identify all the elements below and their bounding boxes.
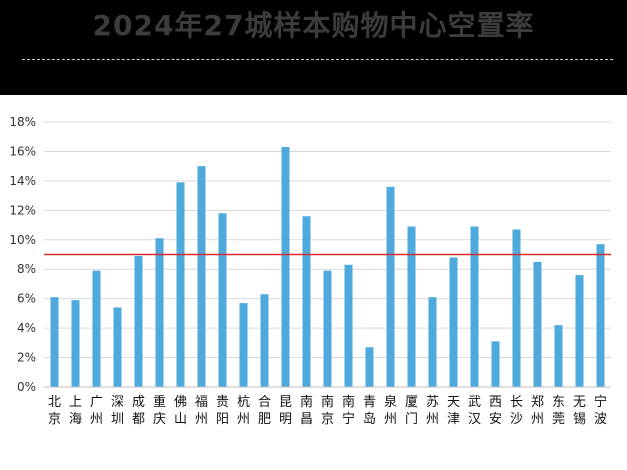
bar — [50, 297, 59, 387]
y-tick-label: 6% — [17, 292, 36, 306]
bar — [575, 275, 584, 387]
x-tick-label: 南昌 — [300, 394, 313, 427]
x-tick-label: 佛山 — [174, 395, 187, 427]
bar — [176, 182, 185, 387]
chart-panel: 0% 2% 4% 6% 8% 10% 12% 14% 16% 18% 北京 上海 广州 深圳 成都 重庆 佛山福… — [0, 95, 627, 470]
x-tick-label: 宁波 — [594, 394, 607, 427]
bar — [281, 147, 290, 387]
y-tick-label: 12% — [9, 203, 36, 217]
x-tick-label: 上海 — [69, 395, 82, 427]
x-tick-label: 苏州 — [426, 394, 439, 427]
bar — [323, 270, 332, 387]
x-tick-label: 南宁 — [342, 394, 355, 427]
bar — [428, 297, 437, 387]
x-tick-label: 贵阳 — [216, 395, 229, 427]
bar — [239, 303, 248, 387]
x-tick-label: 合肥 — [258, 395, 271, 427]
x-tick-label: 福州 — [195, 395, 208, 427]
bar — [113, 307, 122, 387]
y-tick-label: 14% — [9, 174, 36, 188]
y-tick-label: 18% — [9, 115, 36, 129]
y-tick-label: 4% — [17, 321, 36, 335]
x-tick-label: 深圳 — [111, 395, 124, 427]
bar — [365, 347, 374, 387]
x-tick-label: 长沙 — [510, 395, 523, 427]
bar — [260, 294, 269, 387]
page-title: 2024年27城样本购物中心空置率 — [92, 9, 535, 42]
bar — [71, 300, 80, 387]
bar — [533, 261, 542, 387]
bar — [596, 244, 605, 387]
bar — [407, 226, 416, 387]
x-tick-label: 重庆 — [153, 394, 166, 427]
bar — [197, 166, 206, 387]
bar — [92, 270, 101, 387]
bar — [470, 226, 479, 387]
x-tick-label: 南京 — [321, 394, 334, 427]
y-tick-label: 16% — [9, 144, 36, 158]
bar — [218, 213, 227, 387]
x-tick-label: 成都 — [132, 395, 145, 427]
x-tick-label: 泉州 — [384, 394, 397, 427]
bar — [512, 229, 521, 387]
y-tick-label: 8% — [17, 262, 36, 276]
title-divider — [22, 59, 613, 60]
x-tick-label: 北京 — [48, 395, 61, 427]
bar — [386, 186, 395, 387]
x-tick-label: 广州 — [90, 395, 103, 427]
x-tick-label: 郑州 — [531, 395, 544, 427]
x-tick-label: 武汉 — [468, 395, 481, 427]
x-tick-label: 西安 — [489, 395, 502, 427]
bar-chart: 0% 2% 4% 6% 8% 10% 12% 14% 16% 18% 北京上海广州深圳成都重庆佛山福… — [9, 115, 611, 427]
x-tick-label: 厦门 — [405, 395, 418, 427]
x-tick-label: 东莞 — [552, 395, 565, 427]
bar — [449, 257, 458, 387]
x-tick-label: 天津 — [447, 395, 460, 427]
bar — [344, 264, 353, 387]
bar — [302, 216, 311, 387]
x-tick-label: 杭州 — [237, 395, 250, 427]
bar — [155, 238, 164, 387]
x-tick-label: 无锡 — [573, 395, 586, 427]
y-tick-label: 0% — [17, 380, 36, 394]
title-band: 2024年27城样本购物中心空置率 — [0, 0, 627, 95]
y-tick-label: 2% — [17, 351, 36, 365]
bar — [134, 255, 143, 387]
bar — [491, 341, 500, 387]
bar — [554, 325, 563, 387]
x-tick-label: 昆明 — [279, 395, 292, 427]
x-tick-label: 青岛 — [363, 395, 376, 427]
y-tick-label: 10% — [9, 233, 36, 247]
